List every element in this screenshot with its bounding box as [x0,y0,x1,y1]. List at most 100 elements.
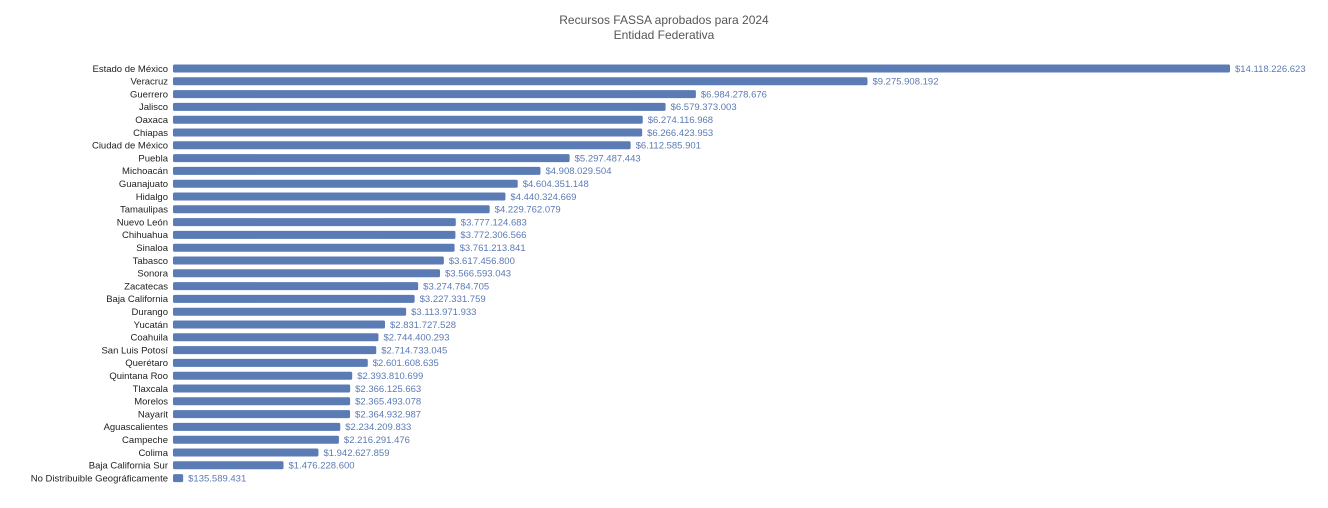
category-label: Baja California [106,294,168,305]
bar[interactable] [173,371,353,380]
value-label: $1.476.228.600 [289,461,355,472]
bar[interactable] [173,218,456,227]
bar[interactable] [173,166,541,175]
category-label: Guerrero [130,89,168,100]
bar[interactable] [173,320,386,329]
bar[interactable] [173,192,506,201]
value-label: $2.364.932.987 [355,409,421,420]
value-label: $6.579.373.003 [671,102,737,113]
category-label: Sinaloa [136,243,168,254]
value-label: $2.744.400.293 [383,333,449,344]
category-label: Tamaulipas [120,205,168,216]
value-label: $9.275.908.192 [872,77,938,88]
bar[interactable] [173,230,456,239]
bar[interactable] [173,384,351,393]
value-label: $2.393.810.699 [357,371,423,382]
value-label: $6.274.116.968 [648,115,713,126]
bar[interactable] [173,64,1230,73]
bar[interactable] [173,333,379,342]
value-label: $3.761.213.841 [460,243,526,254]
bar[interactable] [173,307,407,316]
chart-subtitle: Entidad Federativa [613,28,715,42]
category-label: Nuevo León [117,217,168,228]
value-label: $4.908.029.504 [545,166,611,177]
category-label: Aguascalientes [104,422,169,433]
value-label: $3.274.784.705 [423,281,489,292]
category-label: Quintana Roo [109,371,168,382]
value-label: $2.714.733.045 [381,345,447,356]
value-label: $135.589.431 [188,473,246,484]
value-label: $2.216.291.476 [344,435,410,446]
category-label: Yucatán [134,320,168,331]
value-label: $3.772.306.566 [460,230,526,241]
category-label: Morelos [134,397,168,408]
bar[interactable] [173,90,696,99]
bar[interactable] [173,128,643,137]
value-label: $6.984.278.676 [701,89,767,100]
category-label: No Distribuible Geográficamente [31,473,168,484]
bar[interactable] [173,154,570,163]
bar[interactable] [173,410,351,419]
value-label: $4.440.324.669 [510,192,576,203]
category-label: Veracruz [131,77,169,88]
category-label: Hidalgo [136,192,168,203]
category-label: Baja California Sur [89,461,168,472]
value-label: $3.777.124.683 [461,217,527,228]
value-label: $2.365.493.078 [355,397,421,408]
value-label: $2.601.608.635 [373,358,439,369]
category-label: Coahuila [131,333,169,344]
bar[interactable] [173,243,455,252]
bar[interactable] [173,282,419,291]
category-label: Chiapas [133,128,168,139]
category-label: Chihuahua [122,230,169,241]
bar[interactable] [173,77,868,86]
category-label: Nayarit [138,409,168,420]
category-label: Tabasco [133,256,168,267]
bar[interactable] [173,346,377,355]
value-label: $1.942.627.859 [323,448,389,459]
value-label: $3.227.331.759 [420,294,486,305]
value-label: $4.229.762.079 [495,205,561,216]
value-label: $4.604.351.148 [523,179,589,190]
value-label: $3.566.593.043 [445,269,511,280]
category-label: Sonora [137,269,168,280]
bar[interactable] [173,269,441,278]
value-label: $3.113.971.933 [411,307,476,318]
category-label: Tlaxcala [133,384,169,395]
value-label: $14.118.226.623 [1235,64,1306,75]
value-label: $2.234.209.833 [345,422,411,433]
category-label: San Luis Potosí [101,345,168,356]
category-label: Michoacán [122,166,168,177]
category-label: Ciudad de México [92,141,168,152]
category-label: Estado de México [92,64,168,75]
bar[interactable] [173,115,643,124]
value-label: $3.617.456.800 [449,256,515,267]
bar[interactable] [173,448,319,457]
bar[interactable] [173,422,341,431]
value-label: $5.297.487.443 [575,153,641,164]
chart-title: Recursos FASSA aprobados para 2024 [559,13,769,27]
category-label: Jalisco [139,102,168,113]
bar[interactable] [173,205,490,214]
bar[interactable] [173,461,284,470]
bar[interactable] [173,102,666,111]
category-label: Oaxaca [135,115,168,126]
value-label: $6.112.585.901 [636,141,701,152]
bar[interactable] [173,397,351,406]
bar[interactable] [173,435,339,444]
category-label: Guanajuato [119,179,168,190]
bar[interactable] [173,474,184,483]
value-label: $2.366.125.663 [355,384,421,395]
category-label: Puebla [138,153,168,164]
bar[interactable] [173,179,518,188]
category-label: Campeche [122,435,168,446]
bar[interactable] [173,141,631,150]
bar[interactable] [173,256,444,265]
bar[interactable] [173,358,368,367]
value-label: $2.831.727.528 [390,320,456,331]
bar[interactable] [173,294,415,303]
category-label: Querétaro [125,358,168,369]
value-label: $6.266.423.953 [647,128,713,139]
